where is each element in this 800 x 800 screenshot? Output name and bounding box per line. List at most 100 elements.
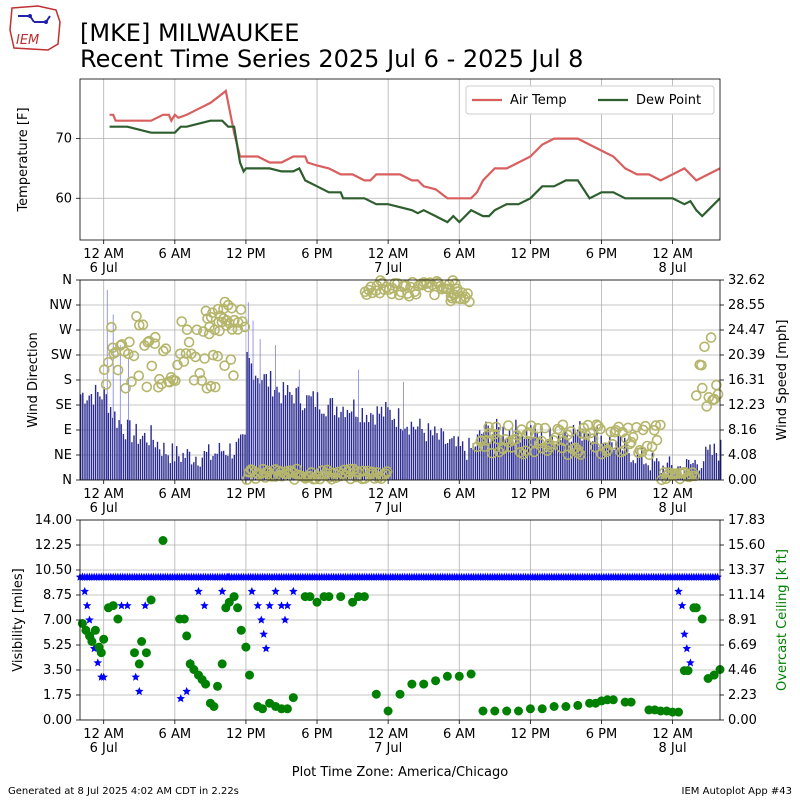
wind-speed-bar <box>542 445 545 480</box>
wind-panel: 12 AM 6 AM 12 PM 6 PM 12 AM 6 AM 12 PM 6 PM 12 A… <box>26 273 790 516</box>
date-label: 6 Jul <box>90 261 118 276</box>
ceiling-marker <box>245 670 254 680</box>
wind-direction-marker <box>554 424 565 436</box>
wind-direction-marker <box>116 339 128 350</box>
visibility-marker <box>135 686 144 696</box>
wind-direction-marker <box>529 446 540 458</box>
wind-direction-marker <box>126 376 137 388</box>
wind-speed-bar <box>617 435 619 480</box>
wind-speed-bar <box>103 387 105 480</box>
wind-direction-marker <box>176 316 187 327</box>
ceiling-tick-label: 4.46 <box>728 663 757 678</box>
wind-direction-marker <box>181 324 193 336</box>
wind-direction-marker <box>589 441 601 453</box>
ceiling-marker <box>371 689 381 699</box>
wind-speed-bar <box>129 420 131 480</box>
wind-speed-bar <box>124 439 127 480</box>
wind-direction-marker <box>483 421 495 433</box>
wind-speed-bar <box>126 419 129 480</box>
wind-speed-bar <box>715 453 718 480</box>
wind-speed-bar <box>376 406 378 480</box>
wind-speed-bar <box>233 455 235 480</box>
y-axis-label: Visibility [miles] <box>11 568 26 671</box>
wind-speed-bar <box>178 456 180 480</box>
wind-speed-bar <box>361 408 363 480</box>
wind-speed-bar <box>402 430 404 480</box>
wind-speed-bar <box>397 408 400 480</box>
wind-speed-bar <box>389 409 391 480</box>
wind-speed-bar <box>299 403 302 480</box>
wind-direction-marker <box>100 379 112 390</box>
wind-speed-bar <box>318 409 321 480</box>
wind-speed-bar <box>483 432 485 480</box>
wind-direction-marker <box>183 336 195 348</box>
wind-speed-bar <box>720 439 722 480</box>
ceiling-marker <box>537 704 547 714</box>
x-tick-label: 6 AM <box>159 487 192 502</box>
wind-speed-bar <box>297 386 299 480</box>
wind-speed-bar <box>496 418 498 480</box>
wind-direction-marker <box>367 466 378 478</box>
speed-tick-label: 12.23 <box>728 398 765 413</box>
wind-speed-bar <box>406 426 408 480</box>
visibility-marker <box>123 601 132 610</box>
wind-direction-marker <box>120 382 131 394</box>
wind-direction-marker <box>219 296 231 308</box>
y-axis-label: Wind Direction <box>26 332 41 428</box>
wind-speed-bar <box>476 434 479 480</box>
wind-speed-bar <box>459 446 462 480</box>
wind-speed-bar <box>436 433 438 480</box>
wind-direction-marker <box>651 434 663 446</box>
wind-direction-marker <box>188 374 200 386</box>
wind-direction-marker <box>711 379 722 391</box>
date-label: 7 Jul <box>374 741 402 756</box>
wind-speed-bar <box>464 450 466 480</box>
visibility-panel: 12 AM 6 AM 12 PM 6 PM 12 AM 6 AM 12 PM 6 PM 12 A… <box>11 513 790 780</box>
wind-speed-bar <box>180 461 182 480</box>
wind-speed-bar <box>120 424 122 480</box>
visibility-marker <box>80 586 89 596</box>
wind-speed-bar <box>282 382 285 480</box>
wind-speed-bar <box>182 452 184 480</box>
ceiling-marker <box>359 592 369 602</box>
wind-speed-bar <box>641 446 643 480</box>
wind-speed-bar <box>107 412 110 480</box>
ceiling-marker <box>141 648 151 658</box>
ceiling-marker <box>233 603 243 613</box>
wind-direction-marker <box>239 321 251 333</box>
wind-speed-bar <box>517 430 519 480</box>
ceiling-marker <box>209 702 219 711</box>
visibility-marker <box>176 694 185 703</box>
wind-direction-marker <box>539 422 551 434</box>
wind-speed-bar <box>150 425 152 480</box>
y2-axis-label: Wind Speed [mph] <box>775 320 790 441</box>
ceiling-tick-label: 17.83 <box>728 513 765 528</box>
wind-speed-bar <box>626 442 628 480</box>
ceiling-marker <box>99 634 109 644</box>
visibility-marker <box>85 615 94 624</box>
wind-direction-marker <box>199 353 210 364</box>
ceiling-marker <box>229 592 239 602</box>
visibility-marker <box>277 601 286 610</box>
wind-speed-bar <box>553 447 555 480</box>
wind-speed-bar <box>506 438 509 480</box>
visibility-tick-label: 5.25 <box>43 638 72 653</box>
wind-direction-marker <box>225 354 237 365</box>
x-tick-label: 12 AM <box>83 727 124 742</box>
wind-speed-bar <box>427 423 430 480</box>
ceiling-marker <box>305 592 315 602</box>
wind-direction-marker <box>605 426 617 438</box>
visibility-marker <box>271 586 280 596</box>
wind-speed-bar <box>374 424 376 480</box>
ceiling-marker <box>442 671 452 681</box>
wind-speed-bar <box>489 441 491 480</box>
wind-speed-bar <box>408 434 410 480</box>
wind-speed-bar <box>645 463 647 480</box>
visibility-marker <box>82 601 92 610</box>
wind-direction-marker <box>705 332 717 343</box>
ceiling-marker <box>336 592 346 602</box>
wind-speed-bar <box>265 374 267 480</box>
wind-speed-bar <box>94 384 97 480</box>
visibility-marker <box>223 572 233 581</box>
wind-speed-bar <box>80 394 82 480</box>
